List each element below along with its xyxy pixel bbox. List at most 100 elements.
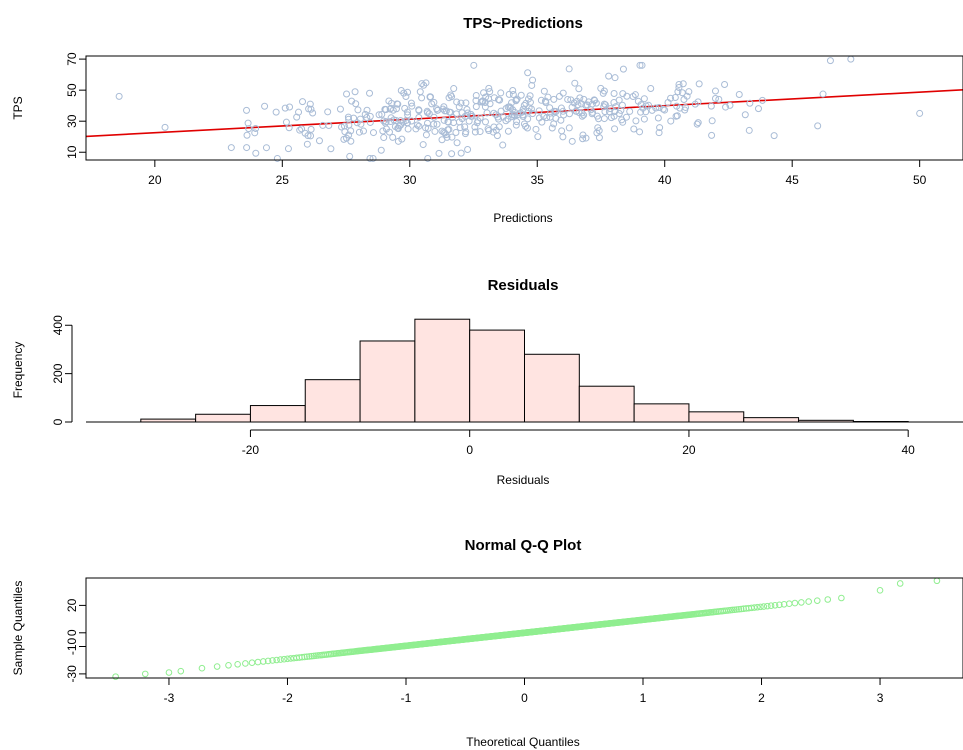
chart-title: Normal Q-Q Plot [465, 537, 582, 554]
x-tick-label: 30 [403, 173, 417, 187]
scatter-point [524, 69, 532, 77]
scatter-point [295, 108, 303, 116]
scatter-point [366, 118, 374, 126]
scatter-point [606, 105, 614, 113]
scatter-point [353, 119, 361, 127]
scatter-point [385, 97, 393, 105]
scatter-point [551, 108, 559, 116]
scatter-point [448, 133, 456, 141]
scatter-point [659, 105, 667, 113]
scatter-point [667, 117, 675, 125]
qq-point [198, 664, 206, 672]
qq-panel: Normal Q-Q Plot Theoretical Quantiles Sa… [11, 537, 963, 749]
scatter-point [430, 120, 438, 128]
histogram-bar [249, 405, 306, 423]
scatter-point [325, 122, 333, 130]
qq-point [750, 604, 758, 611]
scatter-point [471, 128, 479, 136]
scatter-point [415, 113, 423, 121]
scatter-point [115, 92, 123, 100]
scatter-point [654, 114, 662, 122]
scatter-point [273, 154, 281, 162]
scatter-point [422, 124, 430, 132]
y-tick-label: 20 [65, 598, 79, 612]
scatter-point [523, 124, 531, 132]
scatter-point [461, 123, 469, 131]
scatter-point [402, 117, 410, 125]
scatter-point [413, 121, 421, 129]
scatter-point [355, 128, 363, 136]
qq-point [729, 606, 736, 614]
y-tick-label: 0 [51, 418, 65, 425]
scatter-point [441, 129, 449, 137]
scatter-point [559, 89, 567, 97]
scatter-point [600, 100, 608, 108]
scatter-point [758, 96, 766, 104]
scatter-point [499, 141, 507, 149]
scatter-point [588, 100, 596, 108]
qq-point [234, 660, 241, 668]
scatter-point [685, 88, 693, 96]
scatter-point [600, 115, 608, 123]
scatter-point [490, 109, 498, 117]
x-tick-label: 3 [877, 691, 884, 705]
qq-point [273, 656, 280, 664]
scatter-point [305, 105, 313, 113]
scatter-point [366, 89, 374, 97]
scatter-point [571, 79, 579, 87]
scatter-point [619, 90, 627, 98]
scatter-point [285, 124, 293, 132]
scatter-point [381, 105, 389, 113]
scatter-point [610, 89, 618, 97]
x-tick-label: -1 [401, 691, 412, 705]
scatter-point [847, 55, 855, 63]
qq-point [306, 653, 313, 660]
scatter-point [415, 122, 423, 130]
histogram-bar [688, 411, 745, 423]
qq-point [298, 653, 306, 661]
scatter-point [462, 99, 470, 107]
scatter-point [261, 102, 269, 110]
qq-point [165, 669, 173, 676]
scatter-point [457, 149, 465, 157]
scatter-point [480, 89, 488, 97]
scatter-point [375, 111, 383, 119]
x-tick-label: 2 [758, 691, 765, 705]
scatter-point [307, 105, 315, 113]
scatter-point [402, 92, 410, 100]
scatter-point [299, 98, 307, 106]
scatter-point [397, 87, 405, 95]
scatter-point [440, 128, 448, 136]
qq-point [308, 652, 315, 660]
scatter-point [420, 81, 428, 89]
qq-point [798, 599, 805, 606]
scatter-point [708, 131, 716, 139]
scatter-point [579, 131, 587, 139]
scatter-point [495, 123, 503, 131]
y-tick-label: 70 [65, 52, 79, 66]
scatter-point [433, 120, 441, 128]
scatter-point [695, 80, 703, 88]
scatter-point [661, 106, 669, 114]
scatter-point [398, 135, 406, 143]
scatter-point [227, 144, 235, 152]
scatter-point [632, 117, 640, 125]
scatter-point [711, 87, 719, 95]
scatter-point [468, 112, 476, 120]
scatter-point [351, 88, 359, 96]
scatter-point [637, 101, 645, 109]
qq-point [737, 605, 745, 613]
scatter-point [395, 122, 403, 130]
scatter-point [472, 92, 480, 100]
qq-point [225, 661, 232, 669]
qq-point [896, 580, 904, 587]
scatter-point [675, 80, 683, 88]
scatter-point [652, 104, 660, 112]
scatter-point [509, 90, 517, 98]
qq-point [776, 601, 783, 609]
x-tick-label: 0 [521, 691, 528, 705]
scatter-point [595, 134, 603, 142]
qq-point [177, 667, 185, 675]
qq-point [248, 659, 256, 667]
scatter-point [814, 122, 822, 130]
